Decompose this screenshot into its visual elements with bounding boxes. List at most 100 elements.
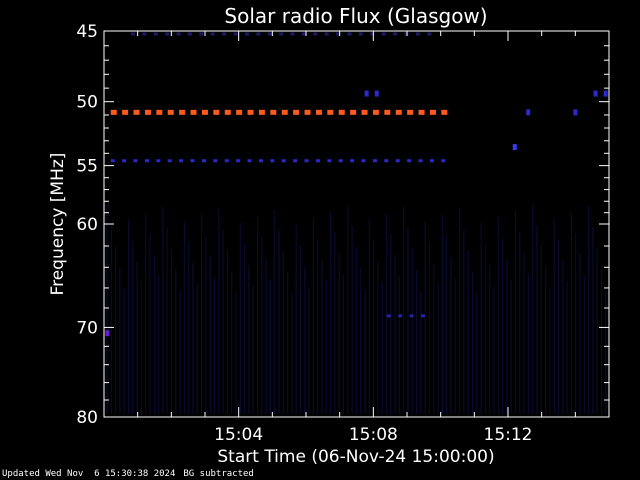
emission-spot bbox=[105, 330, 110, 337]
band-block bbox=[244, 32, 249, 36]
band-block bbox=[427, 32, 432, 36]
band-block bbox=[281, 109, 288, 115]
band-block bbox=[327, 109, 334, 115]
band-block bbox=[281, 159, 286, 163]
band-block bbox=[133, 159, 138, 163]
band-block bbox=[358, 32, 363, 36]
band-block bbox=[247, 109, 254, 115]
band-block bbox=[258, 159, 263, 163]
band-block bbox=[130, 32, 135, 36]
band-block bbox=[167, 109, 174, 115]
band-block bbox=[384, 159, 389, 163]
band-block bbox=[361, 109, 368, 115]
band-block bbox=[224, 109, 231, 115]
band-block bbox=[407, 109, 414, 115]
band-block bbox=[315, 109, 322, 115]
band-block bbox=[393, 32, 398, 36]
band-block bbox=[165, 32, 170, 36]
band-block bbox=[372, 159, 377, 163]
band-block bbox=[199, 32, 204, 36]
band-block bbox=[395, 159, 400, 163]
band-block bbox=[256, 32, 261, 36]
band-block bbox=[290, 32, 295, 36]
band-block bbox=[304, 159, 309, 163]
y-tick-label: 70 bbox=[76, 318, 98, 338]
band-block bbox=[142, 32, 147, 36]
band-block bbox=[267, 32, 272, 36]
band-block bbox=[386, 314, 391, 318]
band-block bbox=[301, 32, 306, 36]
band-block bbox=[338, 159, 343, 163]
band-block bbox=[381, 32, 386, 36]
y-tick-label: 45 bbox=[76, 22, 98, 42]
band-block bbox=[179, 159, 184, 163]
x-axis-ticks: 15:04 15:08 15:12 bbox=[137, 31, 576, 445]
band-block bbox=[133, 109, 140, 115]
emission-spots bbox=[105, 90, 608, 337]
band-block bbox=[187, 32, 192, 36]
band-block bbox=[222, 32, 227, 36]
band-block bbox=[361, 159, 366, 163]
emission-spot bbox=[593, 90, 598, 97]
band-block bbox=[313, 32, 318, 36]
band-block bbox=[372, 109, 379, 115]
band-block bbox=[213, 109, 220, 115]
band-block bbox=[270, 159, 275, 163]
y-tick-label: 55 bbox=[76, 157, 98, 177]
band-block bbox=[201, 159, 206, 163]
y-axis-label: Frequency [MHz] bbox=[48, 153, 68, 296]
emission-spot bbox=[573, 109, 578, 116]
band-block bbox=[429, 109, 436, 115]
band-block bbox=[415, 32, 420, 36]
band-block bbox=[293, 159, 298, 163]
x-tick-label: 15:04 bbox=[214, 425, 263, 445]
emission-bands bbox=[110, 32, 448, 318]
band-block bbox=[418, 109, 425, 115]
band-block bbox=[304, 109, 311, 115]
band-block bbox=[153, 32, 158, 36]
band-block bbox=[190, 109, 197, 115]
band-block bbox=[258, 109, 265, 115]
x-tick-label: 15:08 bbox=[349, 425, 398, 445]
band-block bbox=[350, 109, 357, 115]
band-block bbox=[293, 109, 300, 115]
x-axis-label: Start Time (06-Nov-24 15:00:00) bbox=[217, 447, 494, 467]
band-block bbox=[441, 109, 448, 115]
y-axis-ticks: 45 50 55 60 70 80 bbox=[76, 22, 609, 428]
band-block bbox=[395, 109, 402, 115]
band-block bbox=[156, 159, 161, 163]
chart-title: Solar radio Flux (Glasgow) bbox=[224, 4, 487, 28]
band-block bbox=[236, 159, 241, 163]
band-block bbox=[407, 159, 412, 163]
band-block bbox=[122, 159, 127, 163]
band-block bbox=[429, 159, 434, 163]
band-block bbox=[247, 159, 252, 163]
background-streaks bbox=[106, 204, 607, 414]
emission-spot bbox=[603, 90, 608, 97]
band-block bbox=[336, 32, 341, 36]
emission-spot bbox=[364, 90, 369, 97]
y-tick-label: 80 bbox=[76, 408, 98, 428]
band-block bbox=[324, 32, 329, 36]
band-block bbox=[156, 109, 163, 115]
band-block bbox=[224, 159, 229, 163]
footer-updated: Updated Wed Nov 6 15:30:38 2024 bbox=[2, 469, 176, 479]
band-block bbox=[418, 159, 423, 163]
band-block bbox=[384, 109, 391, 115]
x-tick-label: 15:12 bbox=[484, 425, 533, 445]
band-block bbox=[421, 314, 425, 318]
band-block bbox=[110, 159, 115, 163]
band-block bbox=[370, 32, 375, 36]
band-block bbox=[179, 109, 186, 115]
emission-spot bbox=[526, 109, 531, 116]
band-block bbox=[338, 109, 345, 115]
band-block bbox=[201, 109, 208, 115]
y-tick-label: 60 bbox=[76, 215, 98, 235]
band-block bbox=[398, 314, 403, 318]
band-block bbox=[347, 32, 352, 36]
band-block bbox=[122, 109, 129, 115]
band-block bbox=[315, 159, 320, 163]
band-block bbox=[327, 159, 332, 163]
band-block bbox=[190, 159, 195, 163]
